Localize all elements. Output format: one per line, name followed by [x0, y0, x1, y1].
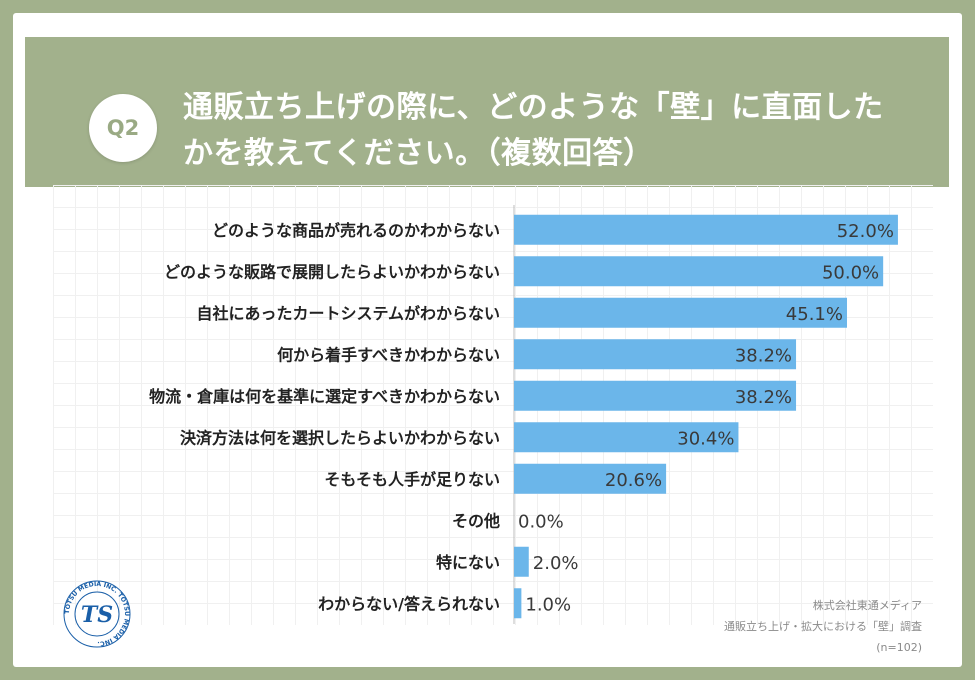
bar: [514, 463, 667, 494]
bar: [514, 380, 797, 411]
category-label: その他: [452, 511, 500, 530]
bar-chart: どのような商品が売れるのかわからない 52.0% どのような販路で展開したらよいかわ…: [149, 205, 898, 624]
logo-mark: TS: [81, 602, 113, 628]
value-label: 52.0%: [837, 221, 894, 242]
value-label: 30.4%: [677, 428, 734, 449]
footer-sample: (n=102): [876, 641, 922, 654]
bar: [514, 546, 529, 577]
category-label: 決済方法は何を選択したらよいかわからない: [180, 428, 500, 447]
value-label: 38.2%: [735, 345, 792, 366]
card: Q2 通販立ち上げの際に、どのような「壁」に直面した かを教えてください。（複数…: [13, 13, 962, 667]
bar: [514, 422, 739, 453]
logo-inner-ring: [74, 591, 120, 637]
category-label: 物流・倉庫は何を基準に選定すべきかわからない: [149, 387, 500, 406]
category-label: どのような商品が売れるのかわからない: [212, 221, 500, 240]
bar: [514, 214, 898, 245]
footer-company: 株式会社東通メディア: [812, 599, 922, 612]
bar: [514, 256, 884, 287]
question-header: Q2 通販立ち上げの際に、どのような「壁」に直面した かを教えてください。（複数…: [25, 37, 949, 187]
question-line-2: かを教えてください。（複数回答）: [183, 136, 654, 171]
company-logo: TOTSU MEDIA INC. TOTSU MEDIA INC. TS: [63, 580, 131, 648]
category-label: そもそも人手が足りない: [324, 470, 500, 489]
category-label: どのような販路で展開したらよいかわからない: [164, 262, 500, 281]
category-label: 自社にあったカートシステムがわからない: [196, 304, 500, 323]
bar: [514, 339, 797, 370]
logo-outer-ring: [63, 580, 131, 648]
question-line-1: 通販立ち上げの際に、どのような「壁」に直面した: [183, 90, 884, 125]
value-label: 50.0%: [822, 262, 879, 283]
question-title: 通販立ち上げの際に、どのような「壁」に直面した かを教えてください。（複数回答）: [183, 85, 943, 177]
category-label: 何から着手すべきかわからない: [277, 345, 500, 364]
value-label: 20.6%: [605, 470, 662, 491]
bar: [514, 297, 847, 328]
value-label: 0.0%: [518, 511, 564, 532]
bar: [514, 588, 522, 619]
value-label: 2.0%: [533, 553, 579, 574]
category-label: 特にない: [436, 553, 500, 572]
value-label: 38.2%: [735, 387, 792, 408]
category-label: わからない/答えられない: [318, 594, 500, 613]
footer-source: 株式会社東通メディア 通販立ち上げ・拡大における「壁」調査 (n=102): [724, 595, 922, 658]
footer-survey: 通販立ち上げ・拡大における「壁」調査: [724, 620, 922, 633]
question-badge: Q2: [89, 94, 157, 162]
value-label: 1.0%: [525, 594, 571, 615]
value-label: 45.1%: [786, 304, 843, 325]
